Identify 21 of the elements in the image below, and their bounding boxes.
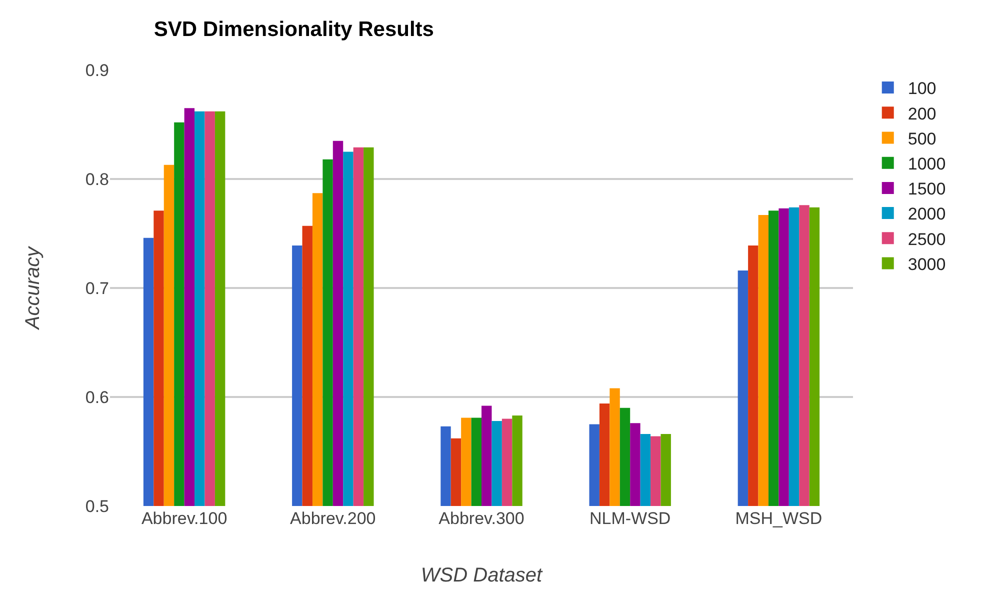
x-tick-label: NLM-WSD: [589, 509, 671, 528]
x-axis-title: WSD Dataset: [420, 564, 544, 586]
y-tick-label: 0.8: [85, 170, 109, 189]
x-tick-label: Abbrev.300: [438, 509, 524, 528]
x-tick-label: Abbrev.200: [290, 509, 376, 528]
x-tick-label: MSH_WSD: [735, 509, 822, 528]
chart-title: SVD Dimensionality Results: [154, 18, 434, 41]
y-tick-label: 0.5: [85, 496, 109, 516]
y-tick-label: 0.9: [85, 60, 109, 80]
legend-label: 3000: [908, 254, 946, 274]
legend-label: 1000: [908, 154, 946, 174]
legend-label: 100: [908, 79, 936, 98]
y-tick-label: 0.6: [85, 388, 109, 407]
legend-label: 500: [908, 129, 936, 148]
legend-label: 1500: [908, 180, 946, 199]
legend-label: 2000: [908, 204, 946, 224]
legend-label: 2500: [908, 230, 946, 249]
legend-label: 200: [908, 104, 936, 124]
y-tick-label: 0.7: [85, 278, 109, 298]
x-tick-label: Abbrev.100: [141, 509, 228, 528]
y-axis-title: Accuracy: [22, 246, 44, 330]
